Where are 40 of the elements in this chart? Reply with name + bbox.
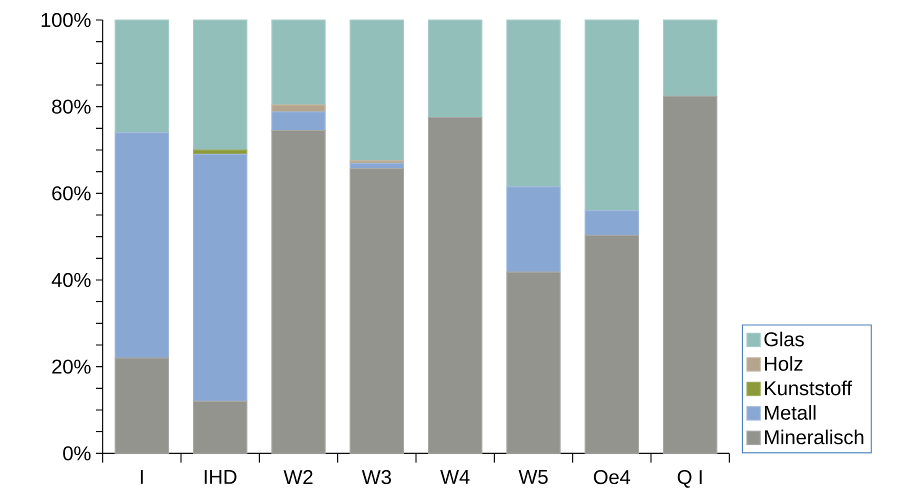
legend-label: Kunststoff	[765, 380, 852, 396]
y-tick-label: 100%	[42, 12, 91, 28]
bar	[584, 234, 640, 454]
x-tick-label: Q I	[678, 470, 702, 488]
x-tick-label: W2	[284, 470, 313, 484]
x-tick-label: W5	[518, 470, 548, 484]
bar	[506, 19, 561, 188]
bar	[428, 116, 482, 454]
bar	[192, 154, 248, 402]
x-tick-label: IHD	[204, 470, 236, 484]
legend-label: Metall	[765, 405, 816, 420]
y-tick-label: 40%	[52, 272, 91, 288]
bar	[192, 400, 248, 454]
bar	[350, 19, 404, 162]
y-tick-label: 80%	[52, 100, 91, 114]
y-tick-label: 0%	[63, 446, 91, 460]
bar	[271, 19, 326, 106]
bar	[192, 19, 248, 151]
bar	[114, 357, 170, 454]
x-tick-label: W3	[362, 470, 391, 484]
bar	[662, 19, 718, 97]
bar	[271, 111, 326, 132]
bar	[584, 210, 640, 236]
legend-label: Glas	[764, 332, 804, 346]
bar	[271, 130, 326, 454]
bar	[428, 19, 482, 118]
y-tick-label: 20%	[52, 360, 91, 374]
bar	[114, 19, 170, 134]
bar	[584, 19, 640, 212]
y-tick-label: 60%	[52, 186, 91, 200]
x-tick-label: W4	[440, 470, 470, 484]
bar	[506, 186, 561, 273]
legend-label: Holz	[765, 356, 802, 371]
bar	[350, 168, 404, 454]
legend-label: Mineralisch	[765, 430, 864, 444]
bar	[662, 96, 718, 454]
x-tick-label: I	[140, 470, 143, 484]
x-tick-label: Oe4	[594, 470, 630, 484]
bar	[114, 132, 170, 359]
bar	[506, 272, 561, 454]
